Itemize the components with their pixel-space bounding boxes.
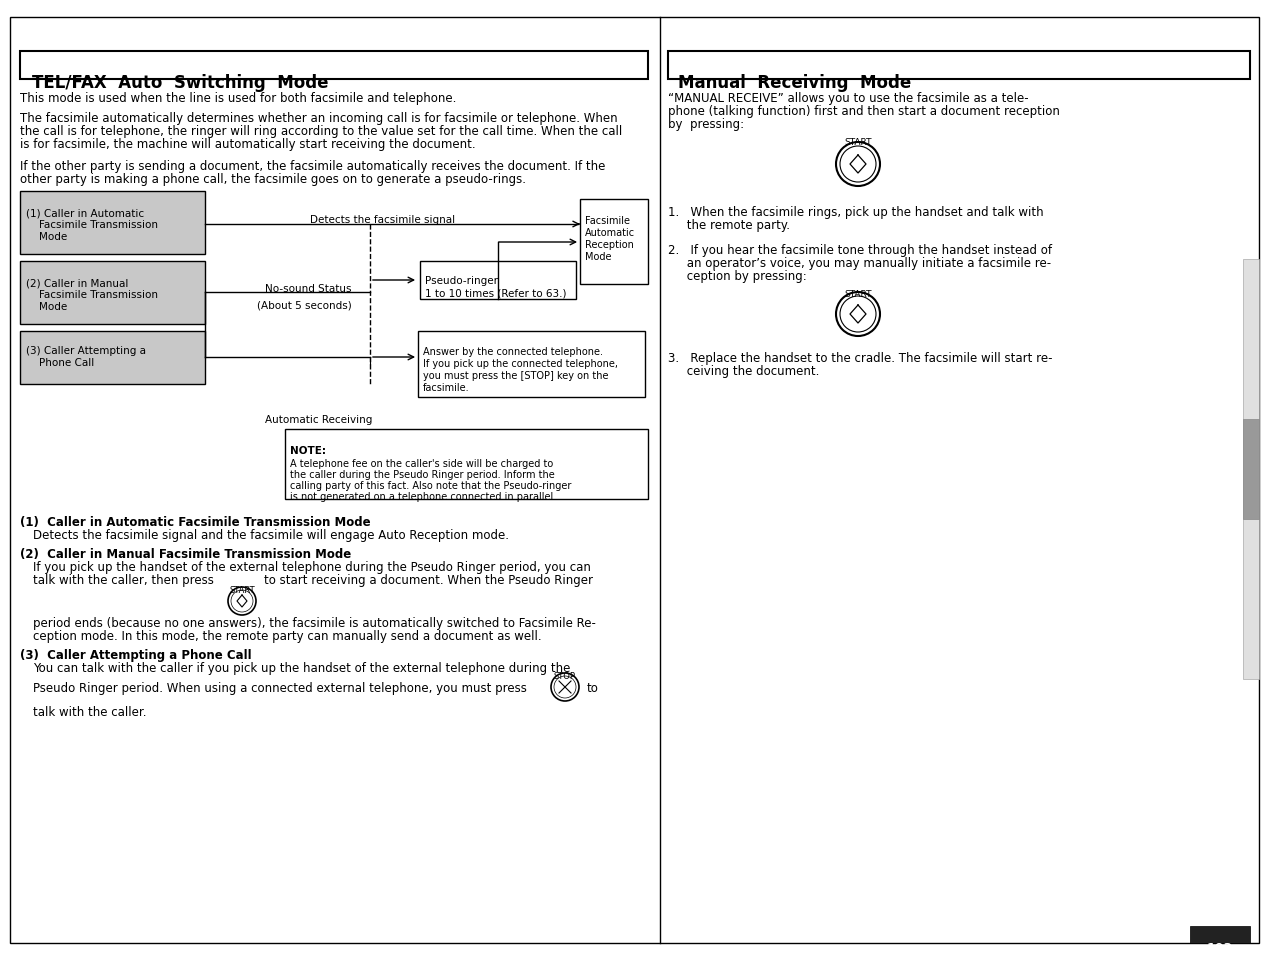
Text: 3.   Replace the handset to the cradle. The facsimile will start re-: 3. Replace the handset to the cradle. Th… (667, 352, 1052, 365)
Text: START: START (230, 585, 255, 595)
Text: (1) Caller in Automatic: (1) Caller in Automatic (25, 208, 145, 218)
Text: the caller during the Pseudo Ringer period. Inform the: the caller during the Pseudo Ringer peri… (291, 470, 555, 479)
Text: Detects the facsimile signal: Detects the facsimile signal (310, 214, 456, 225)
Text: ceiving the document.: ceiving the document. (667, 365, 820, 377)
Text: talk with the caller.: talk with the caller. (33, 705, 146, 719)
Text: the call is for telephone, the ringer will ring according to the value set for t: the call is for telephone, the ringer wi… (20, 125, 622, 138)
Text: 103: 103 (1207, 941, 1233, 953)
Text: (2) Caller in Manual: (2) Caller in Manual (25, 277, 128, 288)
Text: Automatic Receiving: Automatic Receiving (265, 415, 372, 424)
Text: 1.   When the facsimile rings, pick up the handset and talk with: 1. When the facsimile rings, pick up the… (667, 206, 1043, 219)
Bar (286, 430, 648, 499)
Bar (20, 192, 206, 254)
Text: to start receiving a document. When the Pseudo Ringer: to start receiving a document. When the … (264, 574, 593, 586)
Text: the remote party.: the remote party. (667, 219, 791, 232)
Text: STOP: STOP (555, 671, 576, 680)
Text: Reception: Reception (585, 240, 634, 250)
Text: (About 5 seconds): (About 5 seconds) (258, 299, 352, 310)
Text: Mode: Mode (585, 252, 612, 262)
Bar (20, 52, 648, 80)
Text: facsimile.: facsimile. (423, 382, 470, 393)
Text: other party is making a phone call, the facsimile goes on to generate a pseudo-r: other party is making a phone call, the … (20, 172, 525, 186)
Text: A telephone fee on the caller's side will be charged to: A telephone fee on the caller's side wil… (291, 458, 553, 469)
Text: (1)  Caller in Automatic Facsimile Transmission Mode: (1) Caller in Automatic Facsimile Transm… (20, 516, 371, 529)
Text: Answer by the connected telephone.: Answer by the connected telephone. (423, 347, 603, 356)
Text: Phone Call: Phone Call (25, 357, 94, 368)
Text: Pseudo Ringer period. When using a connected external telephone, you must press: Pseudo Ringer period. When using a conne… (33, 681, 527, 695)
Text: is for facsimile, the machine will automatically start receiving the document.: is for facsimile, the machine will autom… (20, 138, 476, 151)
Text: Facsimile Transmission: Facsimile Transmission (25, 220, 159, 230)
Text: you must press the [STOP] key on the: you must press the [STOP] key on the (423, 371, 609, 380)
Text: “MANUAL RECEIVE” allows you to use the facsimile as a tele-: “MANUAL RECEIVE” allows you to use the f… (667, 91, 1029, 105)
Text: Manual  Receiving  Mode: Manual Receiving Mode (678, 74, 911, 91)
Text: This mode is used when the line is used for both facsimile and telephone.: This mode is used when the line is used … (20, 91, 457, 105)
Text: Facsimile: Facsimile (585, 215, 629, 226)
Text: START: START (844, 138, 872, 147)
Bar (1244, 419, 1259, 519)
Text: The facsimile automatically determines whether an incoming call is for facsimile: The facsimile automatically determines w… (20, 112, 618, 125)
Bar (420, 262, 576, 299)
Text: Mode: Mode (25, 302, 67, 312)
Text: Facsimile Transmission: Facsimile Transmission (25, 290, 159, 299)
Text: (3)  Caller Attempting a Phone Call: (3) Caller Attempting a Phone Call (20, 648, 251, 661)
Bar (667, 52, 1250, 80)
Text: Automatic: Automatic (585, 228, 634, 237)
Text: NOTE:: NOTE: (291, 446, 326, 456)
Text: by  pressing:: by pressing: (667, 118, 744, 131)
Text: You can talk with the caller if you pick up the handset of the external telephon: You can talk with the caller if you pick… (33, 661, 570, 675)
Text: calling party of this fact. Also note that the Pseudo-ringer: calling party of this fact. Also note th… (291, 480, 571, 491)
Bar (1190, 926, 1250, 943)
Text: 1 to 10 times (Refer to 63.): 1 to 10 times (Refer to 63.) (425, 288, 566, 297)
Text: If you pick up the handset of the external telephone during the Pseudo Ringer pe: If you pick up the handset of the extern… (33, 560, 591, 574)
Text: (2)  Caller in Manual Facsimile Transmission Mode: (2) Caller in Manual Facsimile Transmiss… (20, 547, 352, 560)
Bar (580, 200, 648, 285)
Text: to: to (588, 681, 599, 695)
Bar (20, 332, 206, 385)
Text: Pseudo-ringer: Pseudo-ringer (425, 275, 497, 286)
Bar (20, 262, 206, 325)
Text: ception mode. In this mode, the remote party can manually send a document as wel: ception mode. In this mode, the remote p… (33, 629, 542, 642)
Text: Mode: Mode (25, 232, 67, 242)
Text: is not generated on a telephone connected in parallel.: is not generated on a telephone connecte… (291, 492, 556, 501)
Text: 2.   If you hear the facsimile tone through the handset instead of: 2. If you hear the facsimile tone throug… (667, 244, 1052, 256)
Text: Detects the facsimile signal and the facsimile will engage Auto Reception mode.: Detects the facsimile signal and the fac… (33, 529, 509, 541)
Bar (1244, 260, 1259, 679)
Text: TEL/FAX  Auto  Switching  Mode: TEL/FAX Auto Switching Mode (32, 74, 329, 91)
Text: If the other party is sending a document, the facsimile automatically receives t: If the other party is sending a document… (20, 160, 605, 172)
Text: ception by pressing:: ception by pressing: (667, 270, 807, 283)
Text: If you pick up the connected telephone,: If you pick up the connected telephone, (423, 358, 618, 369)
Text: (3) Caller Attempting a: (3) Caller Attempting a (25, 346, 146, 355)
Text: phone (talking function) first and then start a document reception: phone (talking function) first and then … (667, 105, 1060, 118)
Text: period ends (because no one answers), the facsimile is automatically switched to: period ends (because no one answers), th… (33, 617, 596, 629)
Text: an operator’s voice, you may manually initiate a facsimile re-: an operator’s voice, you may manually in… (667, 256, 1051, 270)
Text: No-sound Status: No-sound Status (265, 284, 352, 294)
Text: talk with the caller, then press: talk with the caller, then press (33, 574, 214, 586)
Text: START: START (844, 290, 872, 298)
Bar (418, 332, 645, 397)
